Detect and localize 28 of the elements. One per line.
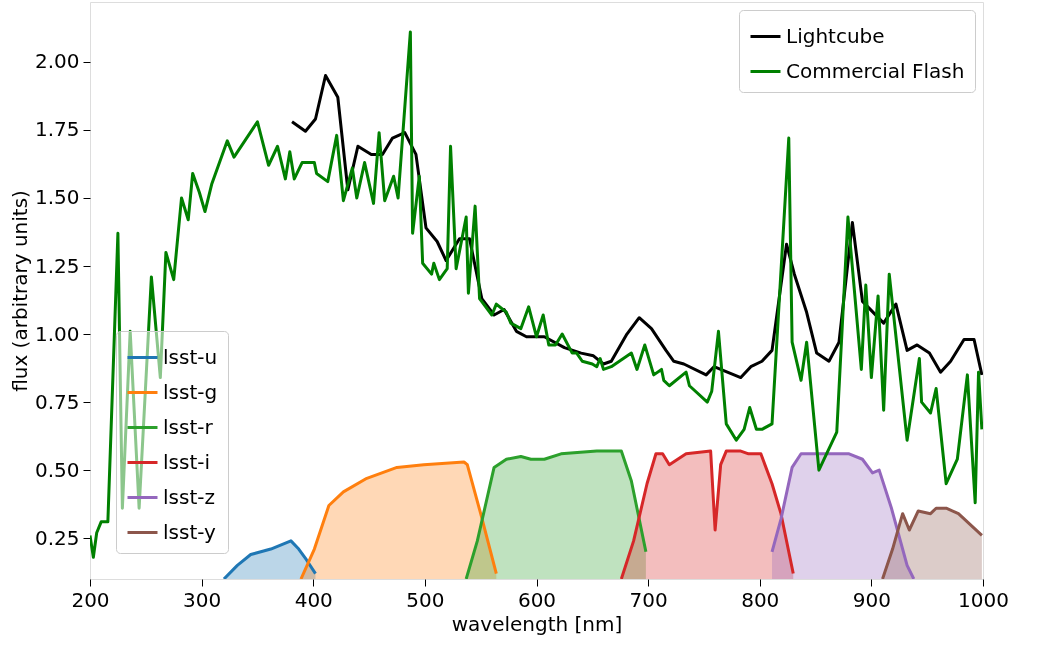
x-tick-label: 500 — [406, 587, 445, 612]
legend-label: Lightcube — [786, 23, 885, 48]
y-tick-label: 0.50 — [34, 457, 80, 482]
y-tick-label: 1.25 — [34, 253, 80, 278]
x-tick-label: 300 — [183, 587, 222, 612]
x-tick-label: 800 — [741, 587, 780, 612]
x-tick-label: 1000 — [958, 587, 1009, 612]
legend-label: lsst-z — [163, 484, 215, 509]
x-tick-label: 200 — [71, 587, 110, 612]
x-axis-title: wavelength [nm] — [451, 611, 623, 636]
x-tick-label: 600 — [517, 587, 557, 612]
x-tick-label: 400 — [294, 587, 333, 612]
legend-label: lsst-u — [163, 344, 218, 369]
legend-label: lsst-g — [163, 379, 218, 404]
y-tick-label: 0.75 — [34, 389, 80, 414]
y-tick-label: 1.75 — [34, 117, 80, 142]
y-tick-label: 2.00 — [34, 49, 80, 74]
legend-label: lsst-y — [163, 519, 217, 544]
y-tick-label: 1.50 — [34, 185, 80, 210]
y-tick-label: 0.25 — [34, 525, 80, 550]
y-axis-title: flux (arbitrary units) — [7, 190, 32, 392]
y-tick-label: 1.00 — [34, 321, 80, 346]
x-tick-label: 900 — [852, 587, 891, 612]
line-series — [90, 30, 983, 559]
legend-label: lsst-i — [163, 449, 211, 474]
legend-label: lsst-r — [163, 414, 214, 439]
x-tick-label: 700 — [629, 587, 668, 612]
legend-label: Commercial Flash — [786, 58, 965, 83]
